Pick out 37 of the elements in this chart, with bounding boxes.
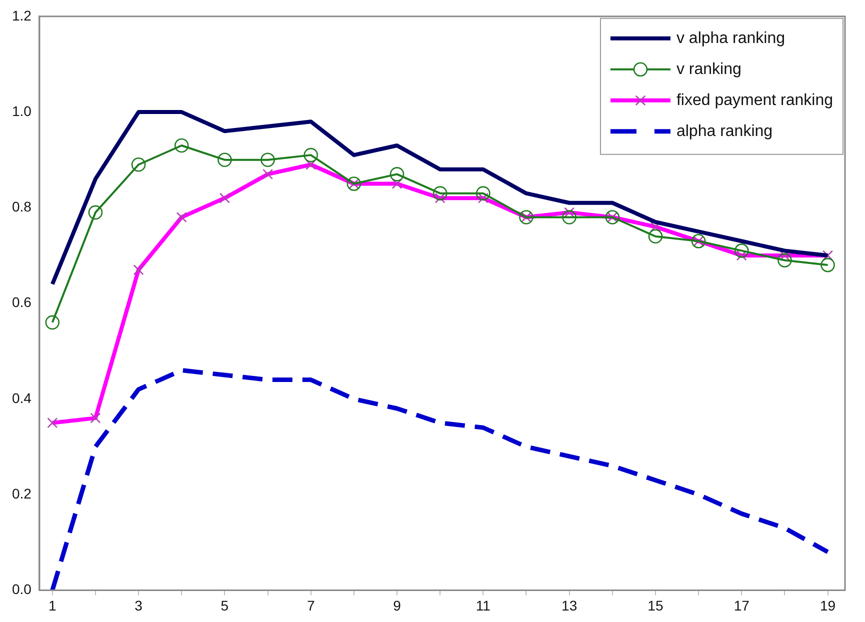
point <box>45 315 60 330</box>
y-tick-label: 0.8 <box>12 198 32 215</box>
x-tick-label: 19 <box>820 597 836 614</box>
x-tick-label: 17 <box>734 597 750 614</box>
x-tick-label: 7 <box>306 597 315 614</box>
y-tick-label: 0.2 <box>12 485 32 502</box>
y-tick-label: 0.0 <box>12 581 32 598</box>
point <box>734 244 749 258</box>
point <box>390 167 404 182</box>
x-tick-label: 13 <box>562 597 578 614</box>
point <box>260 152 275 167</box>
y-tick-label: 0.4 <box>12 390 32 406</box>
point <box>131 157 146 172</box>
point <box>432 186 448 200</box>
x-tick-label: 1 <box>48 597 56 614</box>
legend-label: v ranking <box>676 60 742 78</box>
x-tick-label: 5 <box>220 597 229 614</box>
y-tick-label: 1.2 <box>12 7 32 24</box>
legend-label: alpha ranking <box>676 122 773 140</box>
y-tick-label: 1.0 <box>12 102 32 119</box>
point <box>562 210 576 224</box>
legend-label: fixed payment ranking <box>676 92 833 109</box>
legend-label: v alpha ranking <box>676 30 785 47</box>
point <box>174 138 189 153</box>
point <box>820 258 835 272</box>
x-tick-label: 3 <box>134 597 143 614</box>
x-tick-label: 15 <box>648 597 664 614</box>
point <box>218 152 232 167</box>
point <box>778 253 792 268</box>
line-series <box>50 368 830 590</box>
point <box>304 148 318 162</box>
point <box>88 205 103 220</box>
x-tick-label: 9 <box>393 597 402 614</box>
y-tick-label: 0.6 <box>12 294 32 310</box>
point <box>648 229 663 244</box>
point <box>476 186 490 200</box>
x-tick-label: 11 <box>476 597 491 614</box>
